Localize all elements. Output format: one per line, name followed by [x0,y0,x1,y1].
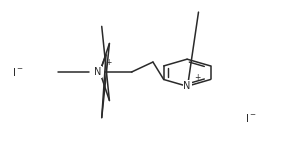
Text: +: + [194,73,200,83]
Text: N: N [183,81,191,91]
Text: I$^-$: I$^-$ [12,66,24,78]
Text: I$^-$: I$^-$ [245,112,257,124]
Text: +: + [105,58,112,67]
Text: N: N [94,67,101,77]
